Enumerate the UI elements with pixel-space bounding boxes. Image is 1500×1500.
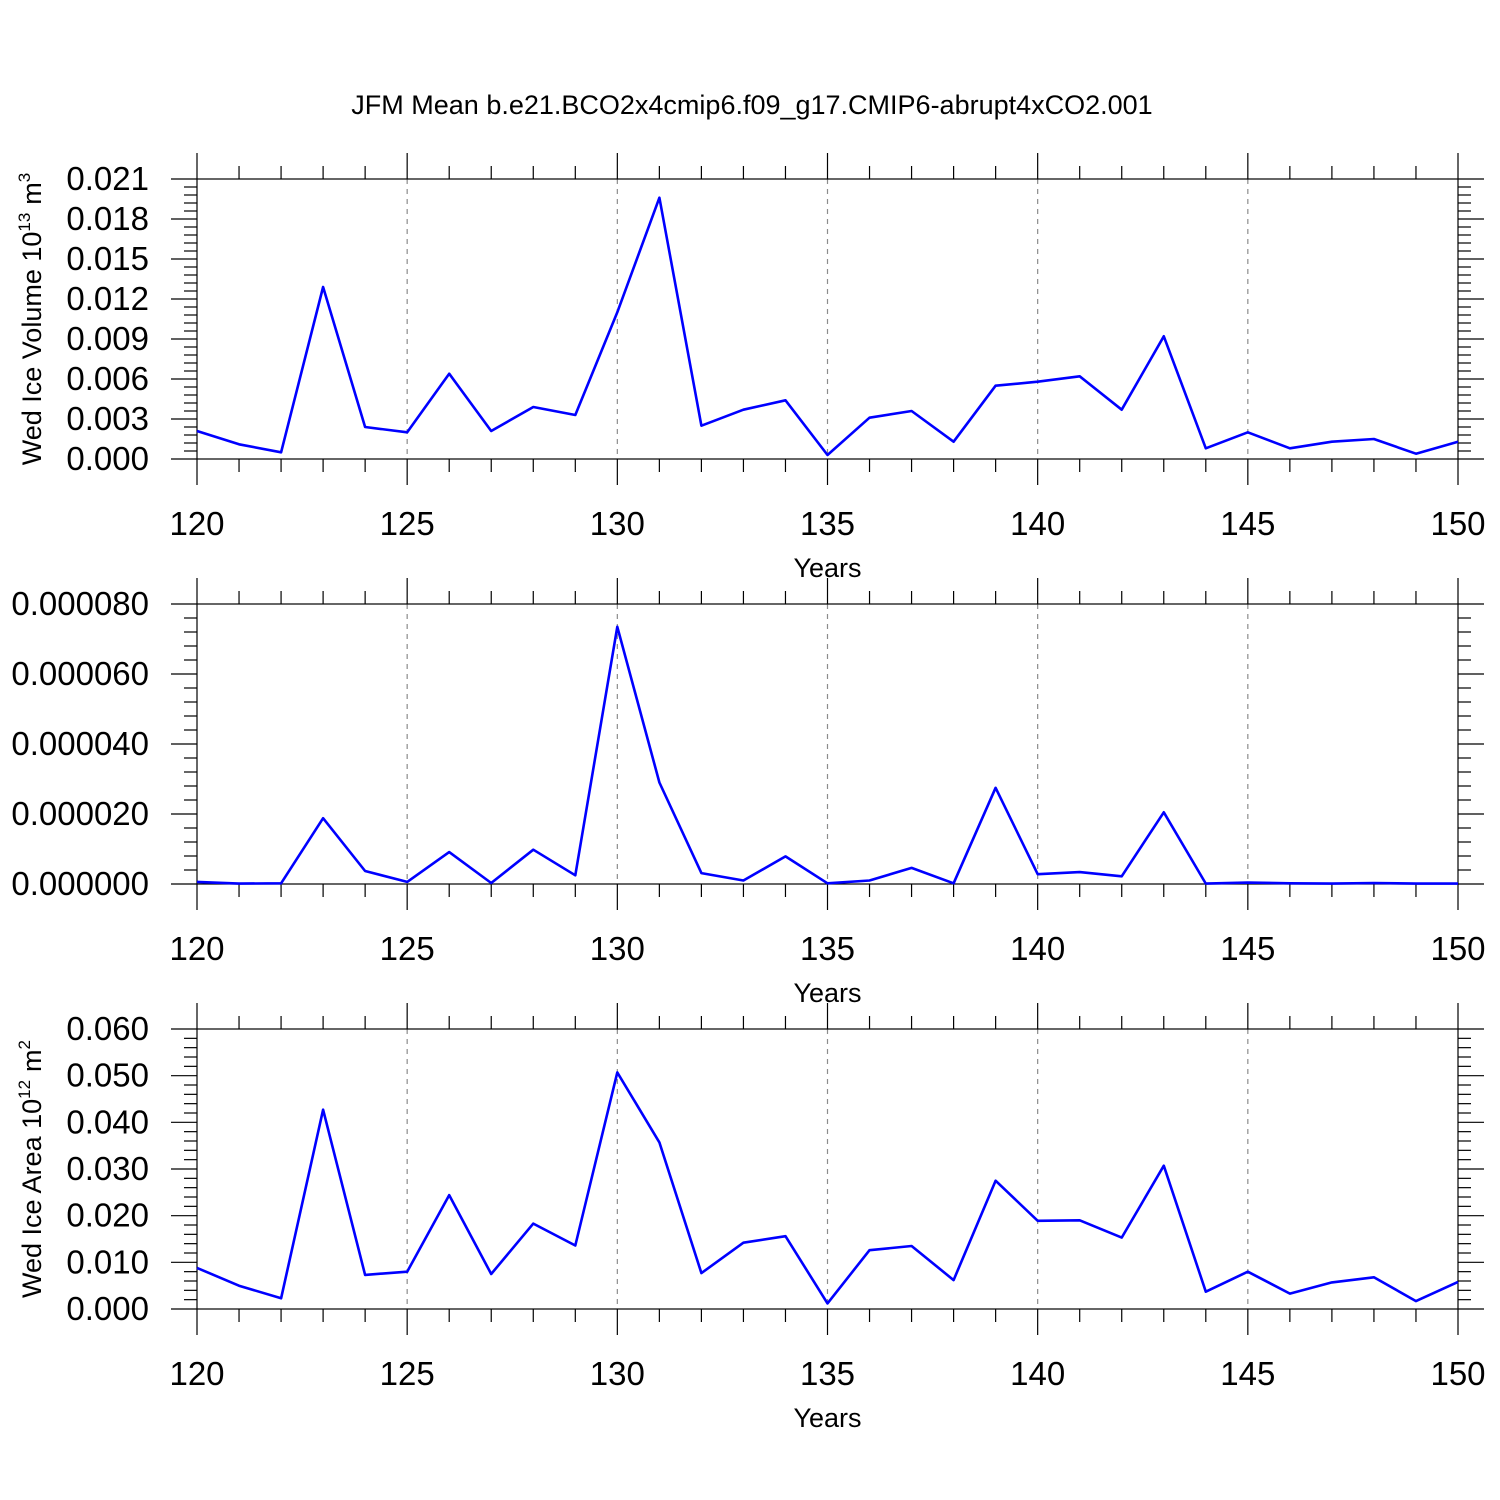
y-tick-label: 0.000 xyxy=(66,1290,149,1327)
y-tick-label: 0.000060 xyxy=(11,655,149,692)
y-tick-label: 0.000020 xyxy=(11,795,149,832)
y-tick-label: 0.009 xyxy=(66,320,149,357)
y-axis-label-unit-exponent: 2 xyxy=(15,1040,34,1049)
x-tick-label: 135 xyxy=(800,1355,855,1392)
ice-volume-panel: 120 125 130 135 140 145 150 0.0000.0030.0060.00… xyxy=(15,153,1486,583)
x-tick-label: 130 xyxy=(590,505,645,542)
y-axis-label-text: Wed Ice Area 10 xyxy=(17,1099,47,1298)
x-tick-label: 145 xyxy=(1220,1355,1275,1392)
x-tick-label: 120 xyxy=(169,930,224,967)
y-tick-label: 0.015 xyxy=(66,240,149,277)
x-tick-label: 140 xyxy=(1010,930,1065,967)
y-tick-label: 0.060 xyxy=(66,1010,149,1047)
x-tick-label: 145 xyxy=(1220,505,1275,542)
y-tick-label: 0.000040 xyxy=(11,725,149,762)
y-axis-label: Wed Ice Area 1012 m2 xyxy=(15,1040,47,1298)
y-axis-label-exponent: 12 xyxy=(15,1080,34,1099)
y-tick-label: 0.000000 xyxy=(11,865,149,902)
y-tick-label: 0.010 xyxy=(66,1243,149,1280)
series-line xyxy=(196,1071,1459,1305)
y-tick-label: 0.000080 xyxy=(11,585,149,622)
y-axis-label-exponent: 13 xyxy=(15,213,34,232)
y-axis-label-unit: m xyxy=(17,1049,47,1072)
x-tick-label: 120 xyxy=(169,505,224,542)
x-tick-label: 125 xyxy=(380,930,435,967)
x-tick-label: 135 xyxy=(800,505,855,542)
x-tick-label: 140 xyxy=(1010,505,1065,542)
y-tick-label: 0.020 xyxy=(66,1197,149,1234)
y-tick-label: 0.050 xyxy=(66,1057,149,1094)
x-tick-label: 125 xyxy=(380,505,435,542)
y-tick-label: 0.006 xyxy=(66,360,149,397)
y-tick-label: 0.012 xyxy=(66,280,149,317)
series-line xyxy=(196,625,1458,885)
x-tick-label: 125 xyxy=(380,1355,435,1392)
x-tick-label: 135 xyxy=(800,930,855,967)
y-axis-label-unit: m xyxy=(17,182,47,205)
middle-panel: 120 125 130 135 140 145 150 0.000000 0.000020 0.0… xyxy=(11,578,1486,1008)
x-tick-label: 130 xyxy=(590,1355,645,1392)
x-tick-label: 120 xyxy=(169,1355,224,1392)
x-axis-label: Years xyxy=(793,1403,861,1433)
x-tick-label: 150 xyxy=(1430,1355,1485,1392)
y-tick-label: 0.018 xyxy=(66,200,149,237)
y-tick-label: 0.021 xyxy=(66,160,149,197)
x-tick-label: 145 xyxy=(1220,930,1275,967)
x-tick-label: 150 xyxy=(1430,930,1485,967)
y-tick-label: 0.040 xyxy=(66,1103,149,1140)
series-line xyxy=(196,196,1459,457)
y-tick-label: 0.003 xyxy=(66,400,149,437)
x-tick-label: 130 xyxy=(590,930,645,967)
y-axis-label-text: Wed Ice Volume 10 xyxy=(17,232,47,466)
y-axis-label: Wed Ice Volume 1013 m3 xyxy=(15,173,47,466)
y-tick-label: 0.000 xyxy=(66,440,149,477)
x-tick-label: 140 xyxy=(1010,1355,1065,1392)
chart-title: JFM Mean b.e21.BCO2x4cmip6.f09_g17.CMIP6… xyxy=(351,90,1152,120)
ice-area-panel: 120 125 130 135 140 145 150 0.000 0.010 0.020 0.03… xyxy=(15,1003,1486,1433)
y-axis-label-unit-exponent: 3 xyxy=(15,173,34,182)
y-tick-label: 0.030 xyxy=(66,1150,149,1187)
x-tick-label: 150 xyxy=(1430,505,1485,542)
